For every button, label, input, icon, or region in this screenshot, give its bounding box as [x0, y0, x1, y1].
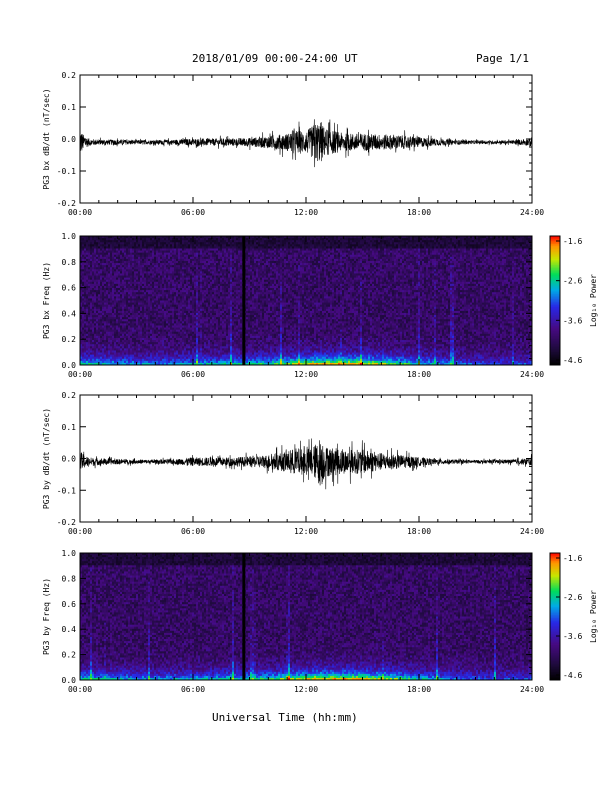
x-tick-label: 12:00	[294, 208, 318, 217]
x-tick-label: 24:00	[520, 208, 544, 217]
y-axis-title: PG3 bx dB/dt (nT/sec)	[42, 88, 51, 189]
series-1-trace	[80, 119, 532, 167]
y-tick-label: -0.2	[57, 199, 76, 208]
y-tick-label: 0.0	[62, 135, 77, 144]
y-tick-label: 0.1	[62, 103, 77, 112]
spectrogram-2	[80, 236, 532, 365]
x-tick-label: 18:00	[407, 208, 431, 217]
x-tick-label: 06:00	[181, 208, 205, 217]
y-tick-label: 0.2	[62, 71, 77, 80]
y-tick-label: -0.1	[57, 167, 76, 176]
x-tick-label: 00:00	[68, 208, 92, 217]
